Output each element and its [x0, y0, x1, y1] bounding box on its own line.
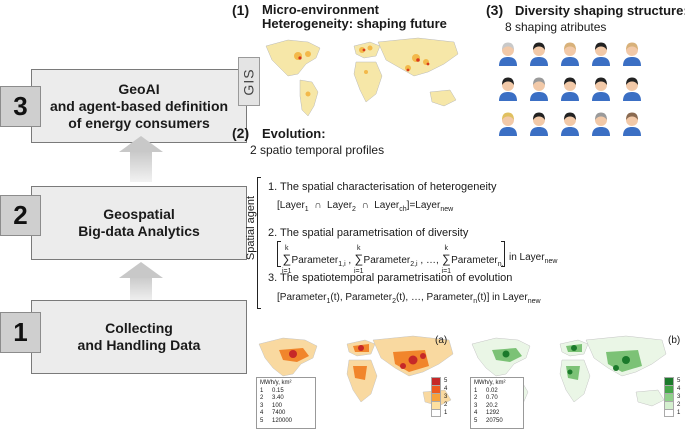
scale-swatch [431, 393, 441, 401]
arrow-3-shaft [130, 151, 152, 182]
map-b-tag: (b) [668, 335, 681, 346]
map-a-legend: MWh/y, km² 1 0.15 2 3.40 3 100 4 7400 5 12000… [256, 377, 316, 429]
section-3-subtitle: 8 shaping atributes [505, 20, 607, 34]
avatar-icon [561, 112, 579, 136]
world-map-b [471, 335, 667, 417]
scale-swatch [431, 377, 441, 385]
avatar-icon [592, 112, 610, 136]
stage-1-number: 1 [0, 312, 41, 353]
scale-swatch [664, 409, 674, 417]
avatar-icon [530, 42, 548, 66]
map-a-tag: (a) [435, 335, 448, 346]
map-b-legend-row: 1 0.02 [474, 387, 498, 394]
spatial-agent-label: Spatial agent [245, 195, 257, 261]
stage-2-number: 2 [0, 195, 41, 236]
scale-swatch [664, 401, 674, 409]
scale-swatch [431, 385, 441, 393]
map-b-legend-row: 5 20750 [474, 417, 503, 424]
avatar-icon [561, 77, 579, 101]
stage-2-line-1: Geospatial [103, 206, 175, 222]
world-map-heterogeneity [265, 37, 459, 117]
arrow-2-shaft [130, 276, 152, 302]
agent-formula-2: k ∑ i=1Parameter1,i , k ∑ i=1Parameter2,i , … [282, 245, 506, 275]
section-3-title: Diversity shaping structure: [515, 3, 685, 18]
agent-item-1: 1. The spatial characterisation of heter… [268, 181, 497, 193]
map-b-legend-unit: MWh/y, km² [474, 380, 506, 386]
section-2-subtitle: 2 spatio temporal profiles [250, 143, 385, 157]
gis-label: GIS [241, 67, 257, 96]
formula-2-layer-sub: new [544, 258, 558, 265]
stage-3-line-2: and agent-based definition [49, 97, 229, 114]
stage-3-number: 3 [0, 86, 41, 127]
avatar-icon [623, 112, 641, 136]
scale-swatch [664, 377, 674, 385]
agent-item-3: 3. The spatiotemporal parametrisation of… [268, 272, 513, 284]
stage-1-line-2: and Handling Data [77, 337, 201, 353]
avatar-icon [561, 42, 579, 66]
gis-label-box: GIS [238, 57, 260, 106]
formula-2-suffix: in Layernew [509, 252, 557, 265]
avatar-icon [592, 77, 610, 101]
scale-swatch [664, 385, 674, 393]
map-a-legend-row: 2 3.40 [260, 395, 284, 402]
section-2-title: Evolution: [262, 126, 326, 141]
stage-2-line-2: Big-data Analytics [78, 223, 200, 239]
formula-2-right-bracket [501, 241, 505, 267]
scale-swatch [664, 393, 674, 401]
stage-1-line-1: Collecting [105, 320, 173, 336]
formula-2-left-bracket [277, 241, 281, 267]
stage-3-line-3: of energy consumers [68, 114, 210, 131]
map-a-legend-row: 1 0.15 [260, 387, 284, 394]
avatar-icon [499, 42, 517, 66]
map-a-color-scale [431, 377, 441, 417]
arrow-3-head [119, 136, 163, 152]
section-2-number: (2) [232, 125, 250, 141]
section-3-number: (3) [486, 2, 504, 18]
map-a-legend-row: 4 7400 [260, 410, 286, 417]
stage-2-box: Geospatial Big-data Analytics [31, 186, 247, 260]
map-b-legend-row: 4 1292 [474, 410, 500, 417]
avatar-icon [530, 112, 548, 136]
arrow-2-head [119, 262, 163, 278]
map-a-legend-unit: MWh/y, km² [260, 380, 292, 386]
avatar-icon [623, 77, 641, 101]
map-b-legend-row: 2 0.70 [474, 395, 498, 402]
formula-2-in-layer: in Layer [509, 252, 545, 263]
stage-3-box: GeoAI and agent-based definition of ener… [31, 69, 247, 143]
scale-swatch [431, 401, 441, 409]
map-b-color-scale [664, 377, 674, 417]
avatar-icon [592, 42, 610, 66]
map-a-legend-row: 5 120000 [260, 417, 293, 424]
agent-formula-1: [Layer1 ∩ Layer2 ∩ Layerch]=Layernew [277, 200, 454, 213]
section-1-number: (1) [232, 2, 250, 18]
agent-item-2: 2. The spatial parametrisation of divers… [268, 227, 469, 239]
section-1-title-line-1: Micro-environment [262, 2, 380, 17]
scale-swatch [431, 409, 441, 417]
stage-1-box: Collecting and Handling Data [31, 300, 247, 374]
map-b-legend-row: 3 20.2 [474, 402, 498, 409]
agent-formula-3: [Parameter1(t), Parameter2(t), …, Parame… [277, 292, 541, 305]
avatar-icon [499, 77, 517, 101]
avatar-icon [530, 77, 548, 101]
map-a-legend-row: 3 100 [260, 402, 283, 409]
avatar-icon [623, 42, 641, 66]
section-1-title-line-2: Heterogeneity: shaping future [262, 16, 447, 31]
stage-3-line-1: GeoAI [118, 80, 160, 97]
avatar-icon [499, 112, 517, 136]
map-b-legend: MWh/y, km² 1 0.02 2 0.70 3 20.2 4 1292 5 2075… [470, 377, 524, 429]
spatial-agent-brace [257, 177, 261, 309]
